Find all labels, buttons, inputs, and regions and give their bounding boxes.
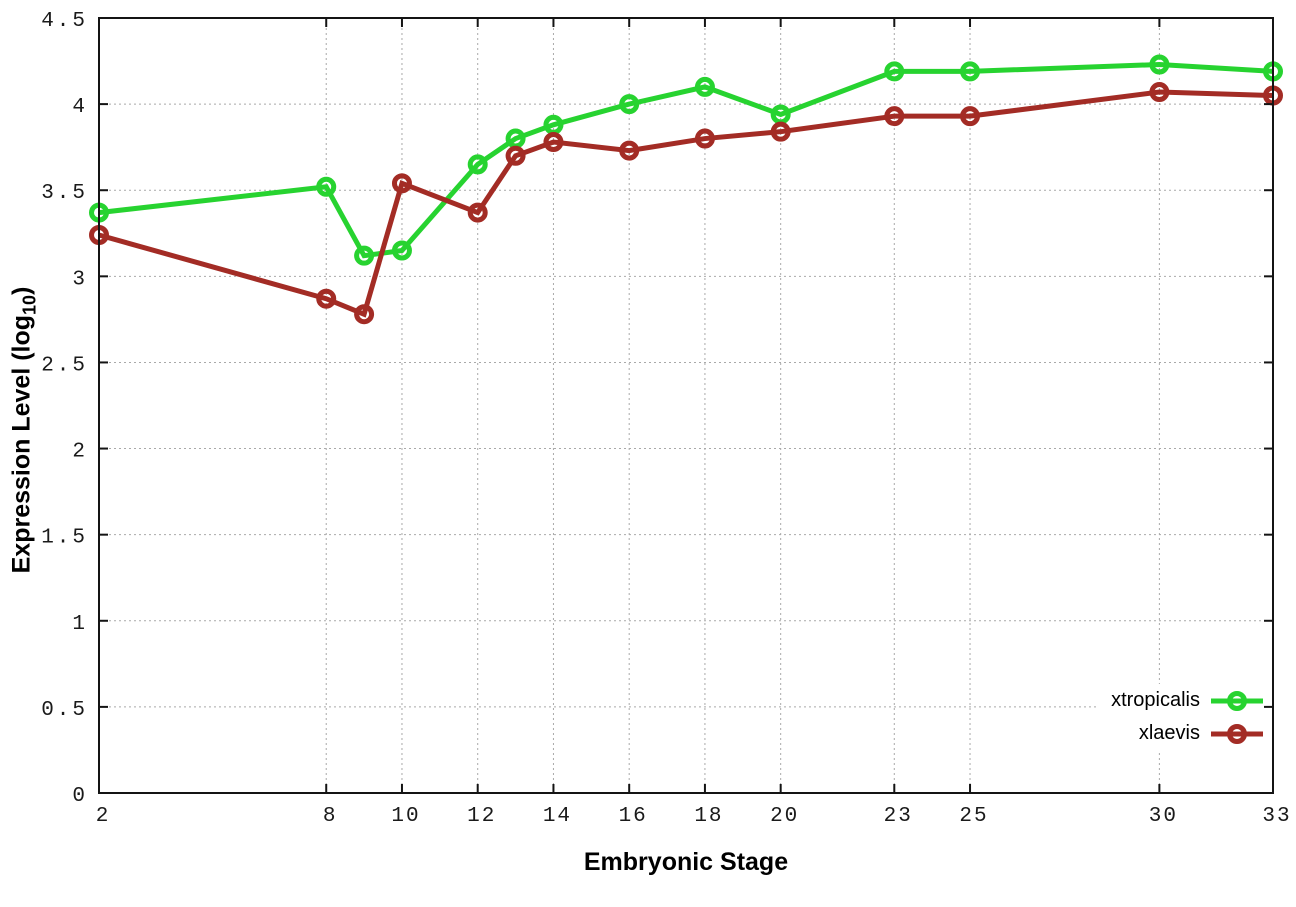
y-axis-title-subscript: 10 xyxy=(19,294,40,315)
data-point-xlaevis xyxy=(543,132,564,152)
x-tick-label: 20 xyxy=(770,805,799,828)
legend-label-xlaevis: xlaevis xyxy=(1138,722,1200,744)
y-tick-label: 2.5 xyxy=(41,354,88,377)
y-tick-label: 0.5 xyxy=(41,699,88,722)
data-point-xlaevis xyxy=(619,140,640,161)
data-point-xtropicalis xyxy=(619,94,640,115)
y-axis-title-text: Expression Level (log xyxy=(7,314,36,574)
y-tick-label: 1.5 xyxy=(41,527,88,550)
x-tick-label: 16 xyxy=(619,805,648,828)
y-tick-label: 2 xyxy=(72,441,88,464)
data-point-xlaevis xyxy=(960,106,981,127)
data-point-xlaevis xyxy=(391,173,412,194)
x-tick-label: 8 xyxy=(323,805,338,828)
data-point-xtropicalis xyxy=(1149,54,1170,75)
legend-item-xlaevis: xlaevis xyxy=(1111,717,1264,750)
data-point-xtropicalis xyxy=(391,240,412,261)
x-tick-label: 18 xyxy=(694,805,723,828)
x-tick-label: 10 xyxy=(391,805,420,828)
data-point-xlaevis xyxy=(694,128,715,149)
series-line-xtropicalis xyxy=(98,61,1274,259)
legend-item-xtropicalis: xtropicalis xyxy=(1111,684,1264,717)
x-tick-label: 12 xyxy=(467,805,496,828)
data-point-xtropicalis xyxy=(316,176,337,197)
data-point-xtropicalis xyxy=(960,61,981,82)
y-tick-label: 3.5 xyxy=(41,182,88,205)
line-circle-marker-icon xyxy=(1211,723,1263,744)
legend-label-xtropicalis: xtropicalis xyxy=(1111,689,1200,711)
x-tick-label: 30 xyxy=(1149,805,1178,828)
data-point-xtropicalis xyxy=(354,245,375,266)
data-point-xlaevis xyxy=(316,288,337,309)
x-tick-label: 25 xyxy=(959,805,988,828)
data-point-xlaevis xyxy=(354,304,375,325)
line-circle-marker-icon xyxy=(1211,690,1263,711)
data-point-xtropicalis xyxy=(884,61,905,82)
data-point-xtropicalis xyxy=(694,76,715,97)
y-axis-title: Expression Level (log10) xyxy=(8,287,41,574)
y-tick-label: 0 xyxy=(72,785,88,808)
data-point-xlaevis xyxy=(505,145,526,166)
y-tick-label: 1 xyxy=(72,613,88,636)
y-axis-title-suffix: ) xyxy=(7,286,36,295)
x-tick-label: 23 xyxy=(884,805,913,828)
y-tick-label: 3 xyxy=(72,268,88,291)
x-tick-label: 33 xyxy=(1262,805,1291,828)
data-point-xlaevis xyxy=(770,121,791,142)
data-point-xtropicalis xyxy=(467,154,488,175)
y-tick-label: 4 xyxy=(72,96,88,119)
x-tick-label: 14 xyxy=(543,805,572,828)
series-line-xlaevis xyxy=(98,89,1274,318)
data-point-xlaevis xyxy=(1149,82,1170,103)
legend: xtropicalis xlaevis xyxy=(1097,684,1264,750)
x-tick-label: 2 xyxy=(96,805,111,828)
y-tick-label: 4.5 xyxy=(41,10,88,33)
data-point-xlaevis xyxy=(467,202,488,223)
x-axis-title: Embryonic Stage xyxy=(583,848,789,876)
data-point-xlaevis xyxy=(884,106,905,127)
